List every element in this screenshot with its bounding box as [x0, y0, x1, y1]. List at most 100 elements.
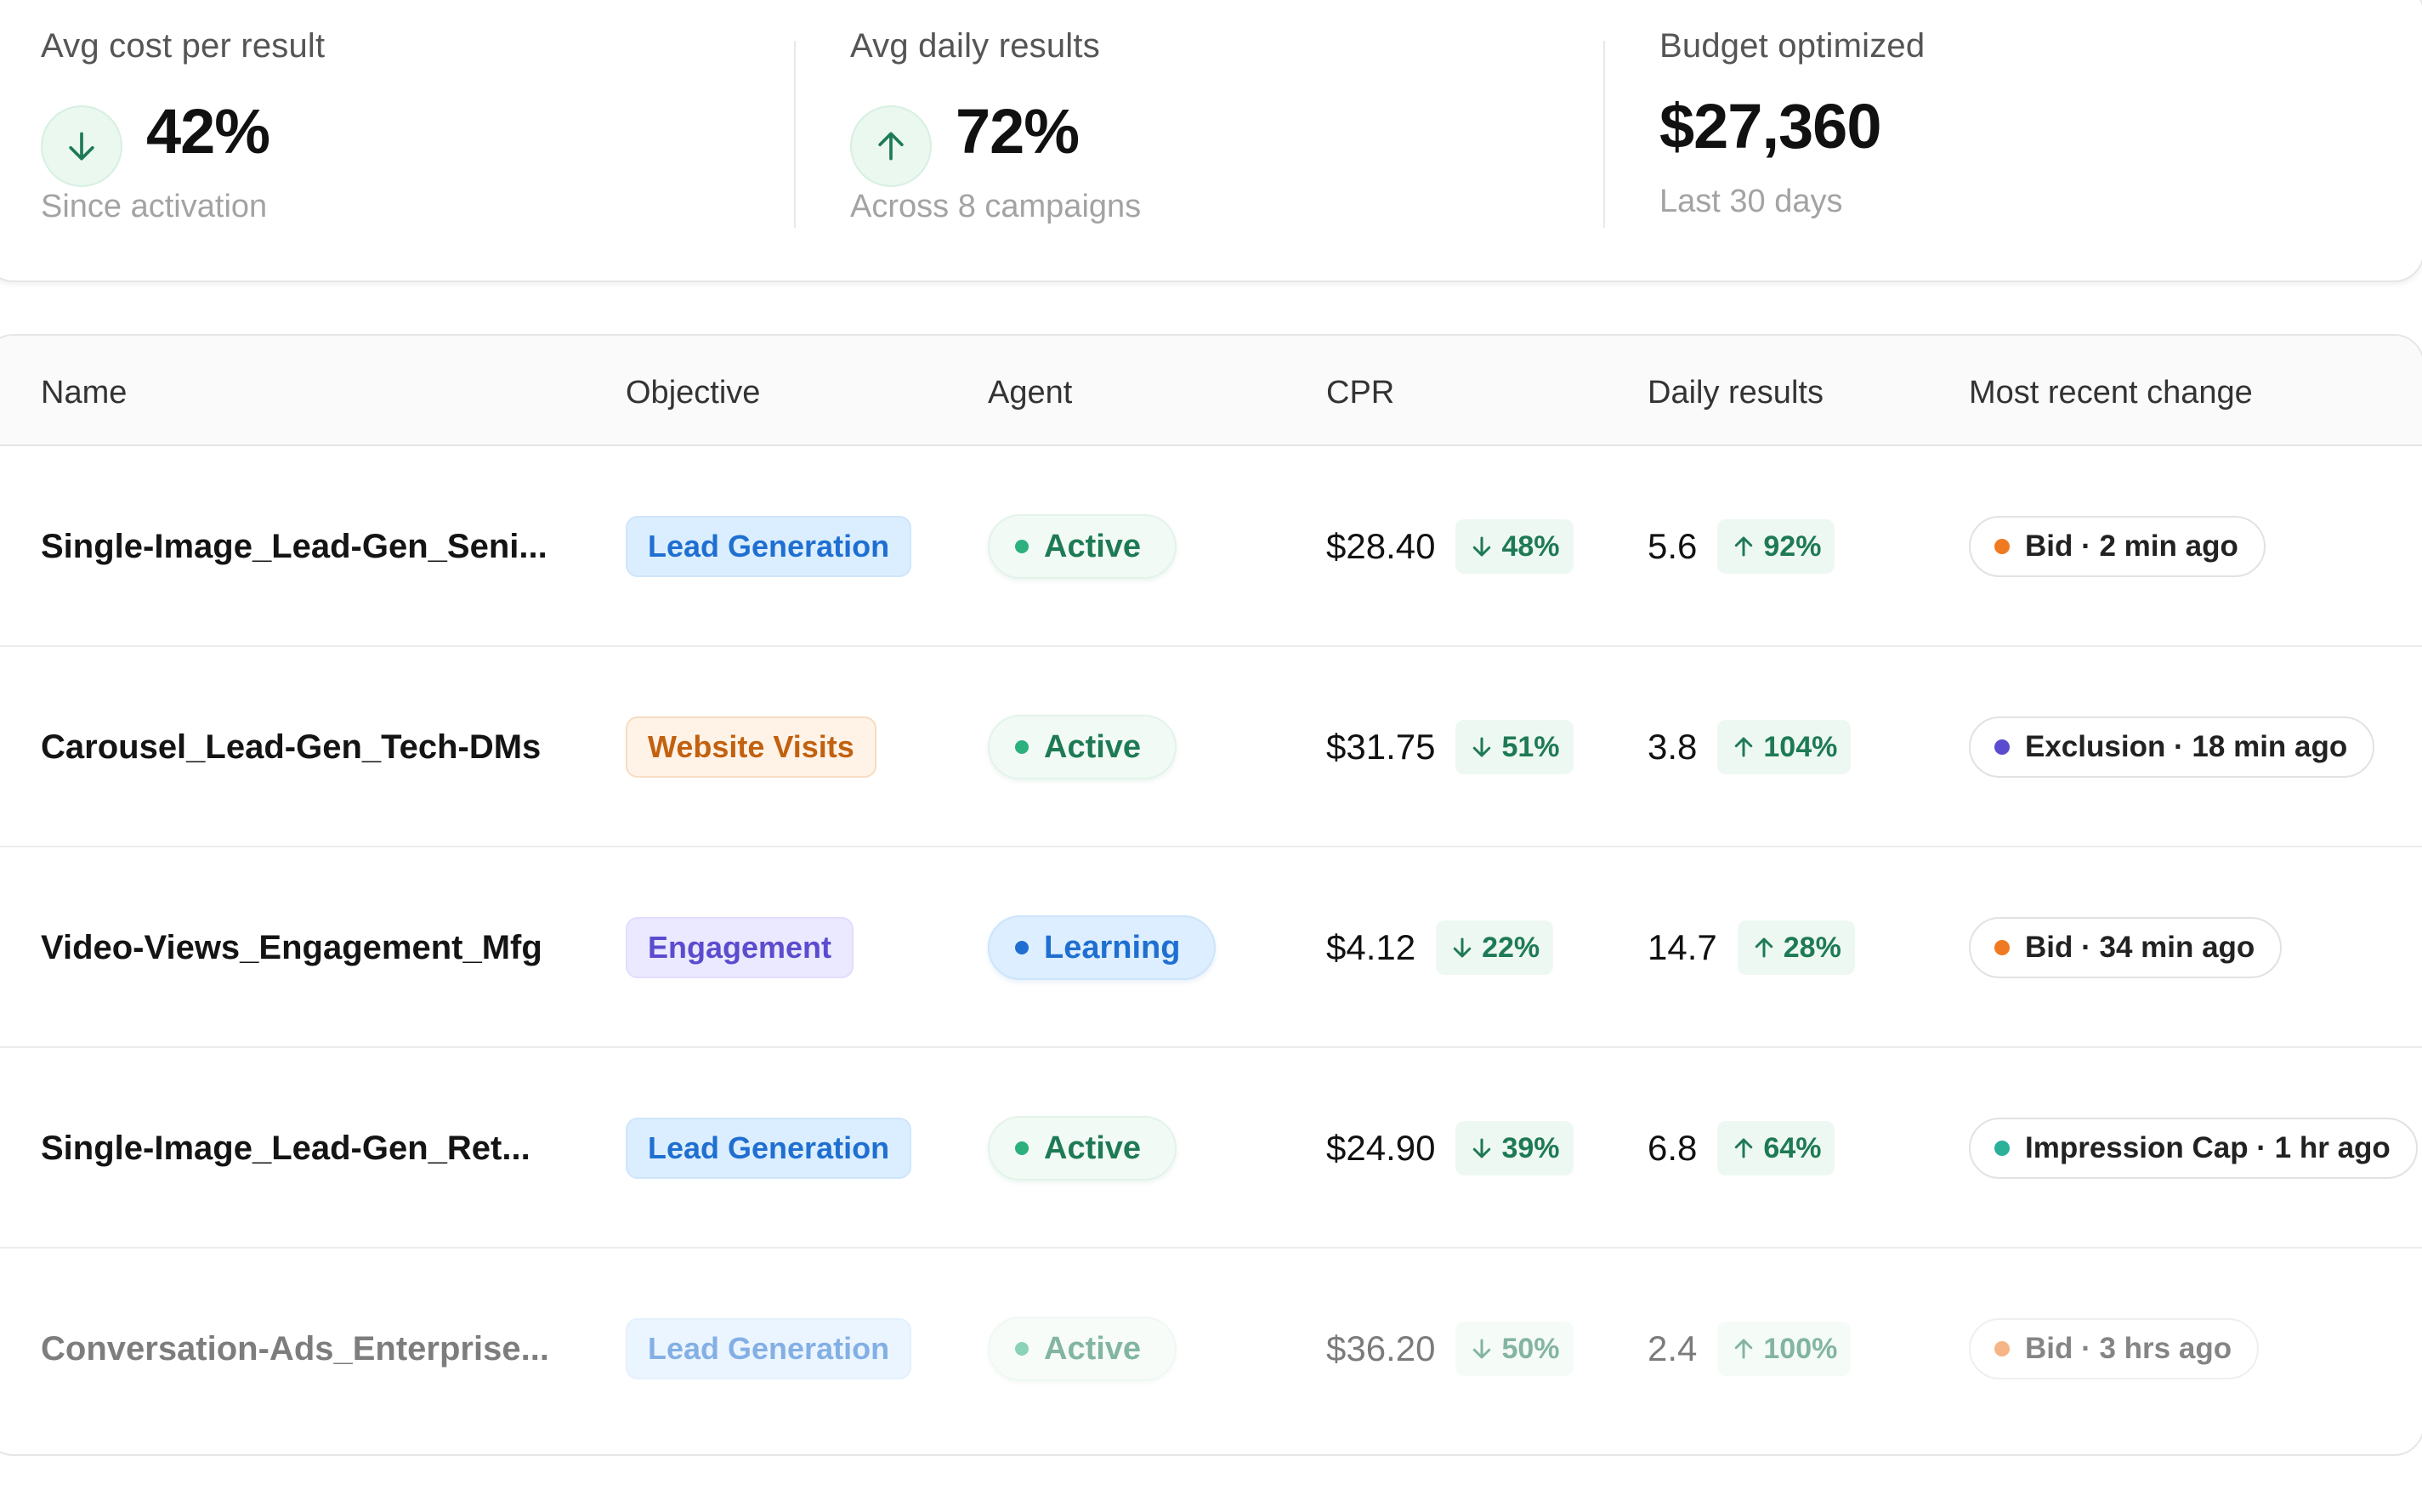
recent-change-cell: Bid · 3 hrs ago: [1969, 1249, 2260, 1449]
change-type-dot-icon: [1994, 739, 2010, 755]
daily-delta-badge: 64%: [1717, 1121, 1835, 1175]
daily-delta-badge: 104%: [1717, 720, 1852, 774]
column-header-most-recent-change[interactable]: Most recent change: [1969, 375, 2253, 411]
cpr-delta-value: 48%: [1501, 529, 1560, 563]
arrow-up-icon: [1735, 536, 1753, 557]
cpr-delta-value: 50%: [1501, 1332, 1560, 1365]
agent-cell: Active: [988, 1048, 1177, 1249]
stat-subtext: Since activation: [41, 189, 268, 224]
agent-status-label: Active: [1044, 528, 1142, 564]
cpr-value: $24.90: [1326, 1128, 1436, 1168]
daily-delta-value: 104%: [1763, 730, 1838, 763]
objective-cell: Lead Generation: [626, 1249, 912, 1449]
cpr-delta-value: 51%: [1501, 730, 1560, 763]
arrow-down-icon: [1473, 1339, 1491, 1359]
objective-badge: Lead Generation: [626, 516, 912, 577]
column-header-cpr[interactable]: CPR: [1326, 375, 1395, 411]
table-header: Name Objective Agent CPR Daily results M…: [0, 336, 2422, 446]
objective-cell: Website Visits: [626, 647, 876, 847]
cpr-value: $31.75: [1326, 727, 1436, 767]
column-header-objective[interactable]: Objective: [626, 375, 761, 411]
column-header-name[interactable]: Name: [41, 375, 128, 411]
arrow-up-icon: [850, 105, 932, 187]
arrow-up-icon: [1735, 1339, 1753, 1359]
daily-delta-badge: 28%: [1737, 920, 1855, 975]
table-row[interactable]: Carousel_Lead-Gen_Tech-DMs Website Visits…: [0, 647, 2422, 847]
campaigns-table: Name Objective Agent CPR Daily results M…: [0, 334, 2422, 1456]
table-row[interactable]: Video-Views_Engagement_Mfg Engagement Lear…: [0, 847, 2422, 1048]
status-dot-icon: [1015, 740, 1029, 754]
campaign-name[interactable]: Single-Image_Lead-Gen_Ret...: [41, 1129, 530, 1167]
daily-delta-badge: 100%: [1717, 1322, 1852, 1376]
daily-results-value: 2.4: [1648, 1328, 1698, 1368]
objective-cell: Engagement: [626, 847, 854, 1048]
cpr-value: $28.40: [1326, 526, 1436, 566]
cpr-delta-badge: 50%: [1455, 1322, 1574, 1376]
cpr-cell: $31.75 51%: [1326, 647, 1574, 847]
table-row[interactable]: Single-Image_Lead-Gen_Ret... Lead Generat…: [0, 1048, 2422, 1249]
daily-delta-value: 64%: [1763, 1131, 1822, 1164]
arrow-up-icon: [1735, 1138, 1753, 1158]
objective-badge: Lead Generation: [626, 1118, 912, 1179]
table-row[interactable]: Single-Image_Lead-Gen_Seni... Lead Genera…: [0, 446, 2422, 647]
recent-change-badge[interactable]: Bid · 2 min ago: [1969, 516, 2266, 577]
campaign-name[interactable]: Video-Views_Engagement_Mfg: [41, 928, 542, 966]
cpr-cell: $4.12 22%: [1326, 847, 1554, 1048]
agent-status-badge: Active: [988, 1116, 1177, 1181]
cpr-cell: $24.90 39%: [1326, 1048, 1574, 1249]
change-type-dot-icon: [1994, 1341, 2010, 1356]
agent-status-badge: Active: [988, 514, 1177, 579]
daily-results-cell: 2.4 100%: [1648, 1249, 1852, 1449]
status-dot-icon: [1015, 1342, 1029, 1356]
status-dot-icon: [1015, 540, 1029, 553]
change-type-dot-icon: [1994, 940, 2010, 955]
stat-avg-cost-per-result: Avg cost per result 42% Since activation: [0, 0, 794, 284]
change-type-dot-icon: [1994, 539, 2010, 554]
campaign-name[interactable]: Single-Image_Lead-Gen_Seni...: [41, 527, 547, 565]
agent-status-label: Learning: [1044, 929, 1181, 966]
recent-change-badge[interactable]: Bid · 3 hrs ago: [1969, 1318, 2260, 1379]
stats-card: Avg cost per result 42% Since activation…: [0, 0, 2422, 282]
arrow-down-icon: [41, 105, 122, 187]
stat-subtext: Across 8 campaigns: [850, 189, 1142, 224]
agent-status-label: Active: [1044, 1130, 1142, 1166]
recent-change-cell: Bid · 34 min ago: [1969, 847, 2283, 1048]
cpr-value: $36.20: [1326, 1328, 1436, 1368]
objective-cell: Lead Generation: [626, 1048, 912, 1249]
stat-divider: [1603, 41, 1605, 228]
arrow-down-icon: [1473, 536, 1491, 557]
stat-value: 72%: [956, 96, 1080, 167]
cpr-delta-badge: 48%: [1455, 519, 1574, 574]
column-header-agent[interactable]: Agent: [988, 375, 1073, 411]
recent-change-badge[interactable]: Bid · 34 min ago: [1969, 917, 2283, 978]
status-dot-icon: [1015, 1141, 1029, 1155]
cpr-delta-value: 22%: [1482, 931, 1540, 964]
recent-change-badge[interactable]: Exclusion · 18 min ago: [1969, 716, 2375, 778]
daily-results-cell: 3.8 104%: [1648, 647, 1852, 847]
change-type-dot-icon: [1994, 1141, 2010, 1156]
cpr-delta-value: 39%: [1501, 1131, 1560, 1164]
campaign-name[interactable]: Carousel_Lead-Gen_Tech-DMs: [41, 728, 542, 766]
agent-cell: Learning: [988, 847, 1217, 1048]
stat-divider: [794, 41, 796, 228]
stat-label: Budget optimized: [1659, 27, 1926, 65]
column-header-daily-results[interactable]: Daily results: [1648, 375, 1824, 411]
daily-delta-badge: 92%: [1717, 519, 1835, 574]
agent-status-badge: Active: [988, 1317, 1177, 1381]
daily-results-value: 14.7: [1648, 927, 1717, 967]
recent-change-cell: Exclusion · 18 min ago: [1969, 647, 2375, 847]
recent-change-badge[interactable]: Impression Cap · 1 hr ago: [1969, 1118, 2418, 1179]
objective-badge: Engagement: [626, 917, 854, 978]
stat-subtext: Last 30 days: [1659, 184, 1843, 219]
agent-cell: Active: [988, 446, 1177, 647]
daily-delta-value: 92%: [1763, 529, 1822, 563]
arrow-up-icon: [1755, 937, 1773, 958]
daily-results-cell: 6.8 64%: [1648, 1048, 1835, 1249]
campaign-name[interactable]: Conversation-Ads_Enterprise...: [41, 1329, 549, 1368]
cpr-delta-badge: 39%: [1455, 1121, 1574, 1175]
cpr-value: $4.12: [1326, 927, 1416, 967]
recent-change-label: Exclusion · 18 min ago: [2025, 730, 2348, 763]
objective-badge: Website Visits: [626, 716, 876, 778]
table-row[interactable]: Conversation-Ads_Enterprise... Lead Gener…: [0, 1249, 2422, 1449]
daily-results-value: 3.8: [1648, 727, 1698, 767]
